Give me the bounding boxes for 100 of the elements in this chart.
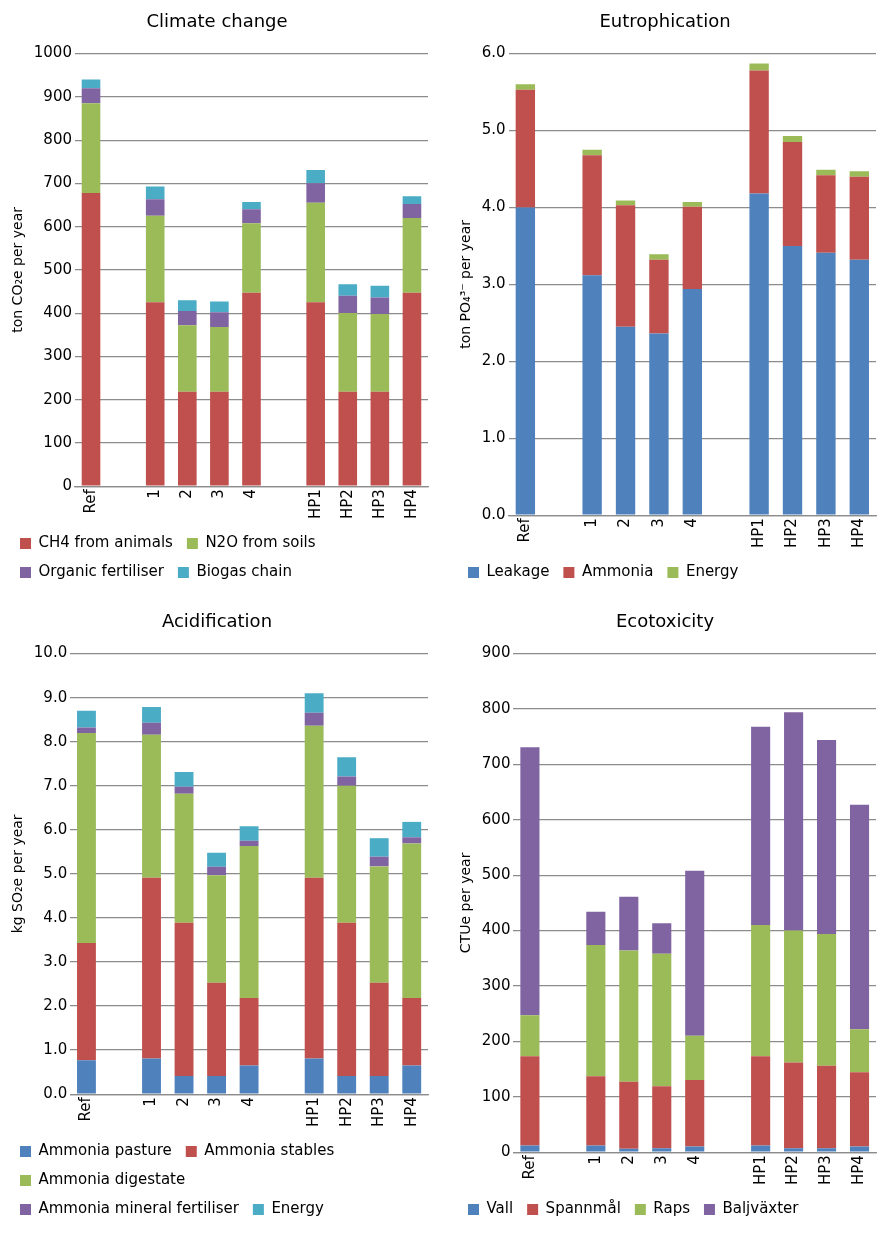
bar <box>338 391 358 486</box>
bar <box>210 301 229 313</box>
x-tick-label: HP4 <box>849 518 868 549</box>
y-tick-label: 500 <box>481 865 511 884</box>
bar <box>749 63 769 71</box>
y-tick-label: 3.0 <box>481 274 506 293</box>
x-tick-label: HP3 <box>369 489 388 520</box>
y-tick-label: 2.0 <box>43 995 68 1014</box>
bar <box>782 135 803 143</box>
y-tick-label: 1.0 <box>481 428 506 447</box>
bar <box>520 747 540 1016</box>
y-tick-label: 400 <box>481 920 511 939</box>
bar <box>370 297 390 314</box>
bar <box>784 712 804 931</box>
bar <box>682 202 703 207</box>
bar <box>685 1035 705 1081</box>
bar <box>304 877 324 1059</box>
y-tick-label: 1000 <box>33 43 72 62</box>
bar <box>682 206 703 289</box>
legend-label: Spannmål <box>545 1199 621 1218</box>
y-tick-label: 900 <box>481 643 511 662</box>
bar <box>782 245 803 515</box>
x-tick-label: HP2 <box>336 1097 355 1128</box>
y-tick-label: 10.0 <box>33 643 68 662</box>
bar <box>784 1148 804 1152</box>
x-tick-label: 4 <box>682 518 701 528</box>
bar <box>849 171 869 177</box>
bar <box>369 838 389 857</box>
bar <box>619 1148 639 1152</box>
y-tick-label: 800 <box>43 130 72 148</box>
bar <box>369 982 389 1077</box>
x-tick-label: 4 <box>684 1155 703 1165</box>
bar <box>849 804 870 1030</box>
bar <box>77 727 96 733</box>
bar <box>619 896 639 951</box>
bar <box>337 922 357 1077</box>
x-tick-label: 3 <box>209 489 228 499</box>
bar <box>652 1086 672 1149</box>
legend-label: Leakage <box>486 562 550 581</box>
y-tick-label: 800 <box>481 698 511 717</box>
bar <box>174 786 194 794</box>
legend-label: Energy <box>685 562 739 581</box>
bar <box>81 88 101 104</box>
y-tick-label: 7.0 <box>43 775 68 794</box>
bar <box>210 326 229 392</box>
x-tick-label: 3 <box>206 1097 225 1107</box>
y-tick-label: 1.0 <box>43 1039 68 1058</box>
x-tick-label: HP2 <box>782 518 801 549</box>
bar <box>515 207 536 515</box>
bar <box>142 1058 161 1094</box>
bar <box>207 875 227 983</box>
bar <box>402 998 422 1066</box>
bar <box>142 877 161 1059</box>
x-tick-label: HP4 <box>849 1155 868 1186</box>
bar <box>652 1148 672 1152</box>
bar <box>402 1065 422 1094</box>
bar <box>207 1076 227 1094</box>
y-tick-label: 9.0 <box>43 687 68 706</box>
bar <box>849 176 869 260</box>
bar <box>77 732 96 944</box>
bar <box>174 772 194 787</box>
bar <box>210 312 229 327</box>
x-tick-label: 2 <box>173 1097 192 1107</box>
y-tick-label: 4.0 <box>43 907 68 926</box>
y-axis-title: ton CO₂e per year <box>9 206 26 333</box>
y-tick-label: 2.0 <box>481 351 506 370</box>
legend-label: Ammonia digestate <box>38 1170 186 1189</box>
x-tick-label: 1 <box>585 1155 604 1165</box>
y-tick-label: 900 <box>43 86 72 105</box>
bar <box>649 254 669 260</box>
bar <box>402 843 422 999</box>
y-axis-title: kg SO₂e per year <box>9 814 26 934</box>
bar <box>306 169 325 184</box>
bar <box>145 302 165 486</box>
bar <box>370 285 390 298</box>
bar <box>239 826 259 841</box>
x-tick-label: 3 <box>651 1155 670 1165</box>
bar <box>177 310 197 326</box>
bar <box>619 950 639 1082</box>
bar <box>369 866 389 983</box>
y-tick-label: 300 <box>481 975 511 994</box>
bar <box>849 1072 870 1147</box>
bar <box>582 275 602 515</box>
bar <box>242 201 261 210</box>
bar <box>749 70 769 194</box>
bar <box>337 757 357 777</box>
bar <box>338 313 358 392</box>
y-tick-label: 0 <box>500 1142 511 1161</box>
legend-label: N2O from soils <box>205 533 316 552</box>
bar <box>369 856 389 867</box>
bar <box>685 870 705 1036</box>
chart-title: Acidification <box>161 610 273 632</box>
bar <box>817 933 837 1066</box>
bar <box>81 103 101 193</box>
y-tick-label: 200 <box>481 1031 511 1050</box>
bar <box>582 149 602 156</box>
bar <box>304 1058 324 1094</box>
bar <box>304 725 324 878</box>
bar <box>207 982 227 1077</box>
bar <box>586 911 606 945</box>
